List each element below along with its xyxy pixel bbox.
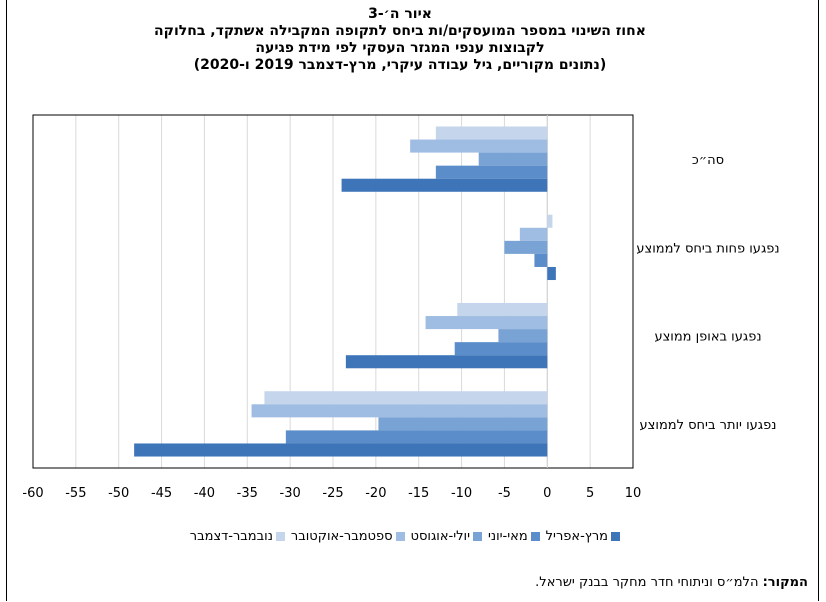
chart-frame — [6, 0, 819, 601]
bar-2-2 — [498, 329, 548, 343]
legend-swatch — [472, 532, 482, 541]
chart-title-line4: (נתונים מקוריים, גיל עבודה עיקרי, מרץ-דצ… — [193, 57, 607, 73]
bar-2-1 — [425, 316, 548, 330]
x-tick-label: -30 — [280, 486, 301, 501]
bar-1-4 — [547, 266, 556, 281]
bar-0-4 — [341, 178, 548, 192]
chart-title-line2: אחוז השינוי במספר המועסקים/ות ביחס לתקופ… — [154, 23, 646, 39]
x-tick-label: -45 — [151, 486, 172, 501]
legend-label: יולי-אוגוסט — [410, 529, 470, 544]
bar-2-4 — [345, 355, 548, 369]
x-tick-label: -10 — [451, 486, 472, 501]
plot-area-border — [32, 114, 634, 469]
chart-title-line1: איור ה׳-3 — [368, 6, 432, 22]
x-tick-label: -50 — [108, 486, 129, 501]
legend-label: מאי-יוני — [487, 529, 528, 544]
bar-0-2 — [478, 152, 548, 166]
bar-3-4 — [134, 443, 548, 457]
bar-3-1 — [251, 404, 548, 418]
legend-item: מאי-יוני — [488, 529, 540, 544]
legend-swatch — [275, 532, 285, 541]
bar-3-0 — [264, 391, 548, 405]
x-tick-label: 5 — [586, 486, 594, 501]
chart-title-line3: לקבוצות ענפי המגזר העסקי לפי מידת פגיעה — [255, 40, 545, 56]
legend-label: ספטמבר-אוקטובר — [290, 529, 393, 544]
x-tick-label: 10 — [625, 486, 642, 501]
legend-label: מרץ-אפריל — [545, 529, 608, 544]
bar-1-1 — [519, 227, 548, 241]
x-tick-label: -60 — [22, 486, 43, 501]
legend-swatch — [395, 532, 405, 541]
bar-0-3 — [435, 165, 548, 179]
x-tick-label: -15 — [408, 486, 429, 501]
x-tick-label: 0 — [543, 486, 551, 501]
legend-item: יולי-אוגוסט — [411, 529, 482, 544]
x-tick-label: -35 — [237, 486, 258, 501]
bar-2-0 — [457, 302, 548, 317]
legend-item: נובמבר-דצמבר — [190, 529, 285, 544]
category-label: נפגעו יותר ביחס לממוצע — [640, 418, 777, 433]
bar-3-3 — [285, 430, 548, 444]
legend-item: ספטמבר-אוקטובר — [291, 529, 405, 544]
bar-1-2 — [504, 240, 548, 254]
bar-0-0 — [435, 126, 548, 140]
bar-1-3 — [534, 253, 548, 267]
legend-item: מרץ-אפריל — [546, 529, 620, 544]
bar-0-1 — [410, 139, 548, 153]
category-label: נפגעו באופן ממוצע — [654, 330, 761, 345]
chart-legend: מרץ-אפריל מאי-יוני יולי-אוגוסט ספטמבר-אוקטו… — [60, 529, 620, 544]
x-tick-label: -25 — [322, 486, 343, 501]
source-label: המקור: — [762, 575, 808, 590]
legend-swatch — [530, 532, 540, 541]
source-text: הלמ״ס וניתוחי חדר מחקר בבנק ישראל. — [535, 575, 759, 590]
category-label: סה״כ — [692, 153, 724, 168]
x-tick-label: -20 — [365, 486, 386, 501]
bar-2-3 — [454, 342, 548, 356]
bar-3-2 — [378, 417, 548, 431]
legend-label: נובמבר-דצמבר — [189, 529, 273, 544]
category-label: נפגעו פחות ביחס לממוצע — [636, 241, 779, 256]
legend-swatch — [611, 532, 620, 541]
bar-1-0 — [547, 214, 553, 228]
x-tick-label: -55 — [65, 486, 86, 501]
source-note: המקור: הלמ״ס וניתוחי חדר מחקר בבנק ישראל… — [535, 575, 808, 590]
x-tick-label: -5 — [498, 486, 511, 501]
x-tick-label: -40 — [194, 486, 215, 501]
